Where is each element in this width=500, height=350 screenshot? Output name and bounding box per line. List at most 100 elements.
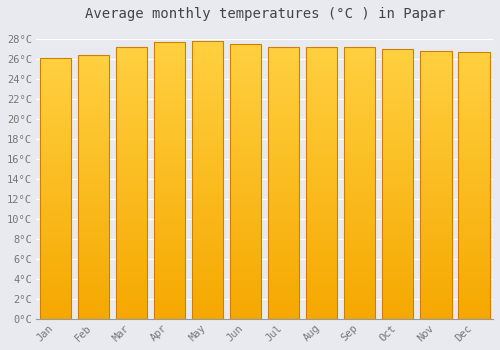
Bar (306, 61, 338, 62)
Bar (192, 112, 223, 113)
Bar (230, 88, 261, 89)
Bar (382, 146, 414, 147)
Bar (154, 77, 185, 78)
Bar (154, 190, 185, 191)
Bar (78, 137, 109, 138)
Bar (420, 258, 452, 260)
Bar (420, 169, 452, 170)
Bar (344, 116, 376, 118)
Bar (268, 317, 299, 318)
Bar (154, 57, 185, 58)
Bar (420, 114, 452, 115)
Bar (382, 80, 414, 81)
Bar (116, 141, 147, 142)
Bar (306, 51, 338, 52)
Bar (154, 289, 185, 291)
Bar (344, 306, 376, 308)
Bar (192, 238, 223, 239)
Bar (306, 74, 338, 76)
Bar (192, 230, 223, 231)
Bar (40, 179, 71, 181)
Bar (458, 211, 490, 212)
Bar (78, 154, 109, 155)
Bar (382, 205, 414, 207)
Bar (458, 183, 490, 184)
Bar (230, 287, 261, 288)
Bar (40, 130, 71, 131)
Bar (40, 213, 71, 214)
Bar (458, 52, 490, 318)
Bar (154, 212, 185, 214)
Bar (154, 118, 185, 119)
Bar (420, 317, 452, 318)
Bar (344, 221, 376, 222)
Bar (306, 156, 338, 157)
Bar (344, 164, 376, 165)
Bar (40, 123, 71, 125)
Bar (116, 142, 147, 144)
Bar (230, 103, 261, 104)
Bar (306, 198, 338, 199)
Bar (268, 138, 299, 139)
Bar (344, 278, 376, 279)
Bar (268, 204, 299, 206)
Bar (154, 131, 185, 132)
Bar (344, 179, 376, 180)
Bar (420, 172, 452, 173)
Bar (116, 120, 147, 122)
Bar (344, 47, 376, 318)
Bar (230, 286, 261, 287)
Bar (116, 230, 147, 232)
Bar (40, 172, 71, 173)
Bar (268, 252, 299, 253)
Bar (230, 313, 261, 314)
Bar (420, 289, 452, 290)
Bar (458, 67, 490, 68)
Bar (268, 218, 299, 219)
Bar (154, 111, 185, 113)
Bar (344, 54, 376, 55)
Bar (268, 198, 299, 199)
Bar (154, 208, 185, 209)
Bar (78, 184, 109, 186)
Bar (230, 120, 261, 121)
Bar (458, 315, 490, 316)
Bar (230, 172, 261, 173)
Bar (268, 146, 299, 147)
Bar (78, 175, 109, 176)
Bar (306, 99, 338, 100)
Bar (192, 198, 223, 199)
Bar (268, 251, 299, 252)
Bar (306, 271, 338, 272)
Bar (40, 127, 71, 128)
Bar (458, 259, 490, 260)
Bar (382, 153, 414, 154)
Bar (116, 164, 147, 165)
Bar (268, 184, 299, 186)
Bar (458, 53, 490, 55)
Bar (344, 312, 376, 313)
Bar (382, 155, 414, 157)
Bar (78, 96, 109, 97)
Bar (382, 71, 414, 72)
Bar (344, 233, 376, 235)
Bar (230, 181, 261, 183)
Bar (458, 92, 490, 93)
Bar (192, 248, 223, 249)
Bar (40, 302, 71, 303)
Bar (344, 69, 376, 70)
Bar (40, 165, 71, 166)
Bar (268, 306, 299, 308)
Bar (268, 276, 299, 278)
Bar (306, 310, 338, 312)
Bar (230, 44, 261, 319)
Bar (306, 48, 338, 50)
Bar (230, 280, 261, 281)
Bar (382, 250, 414, 251)
Bar (192, 292, 223, 294)
Bar (420, 66, 452, 67)
Bar (420, 237, 452, 238)
Bar (230, 283, 261, 284)
Bar (344, 128, 376, 130)
Bar (116, 184, 147, 186)
